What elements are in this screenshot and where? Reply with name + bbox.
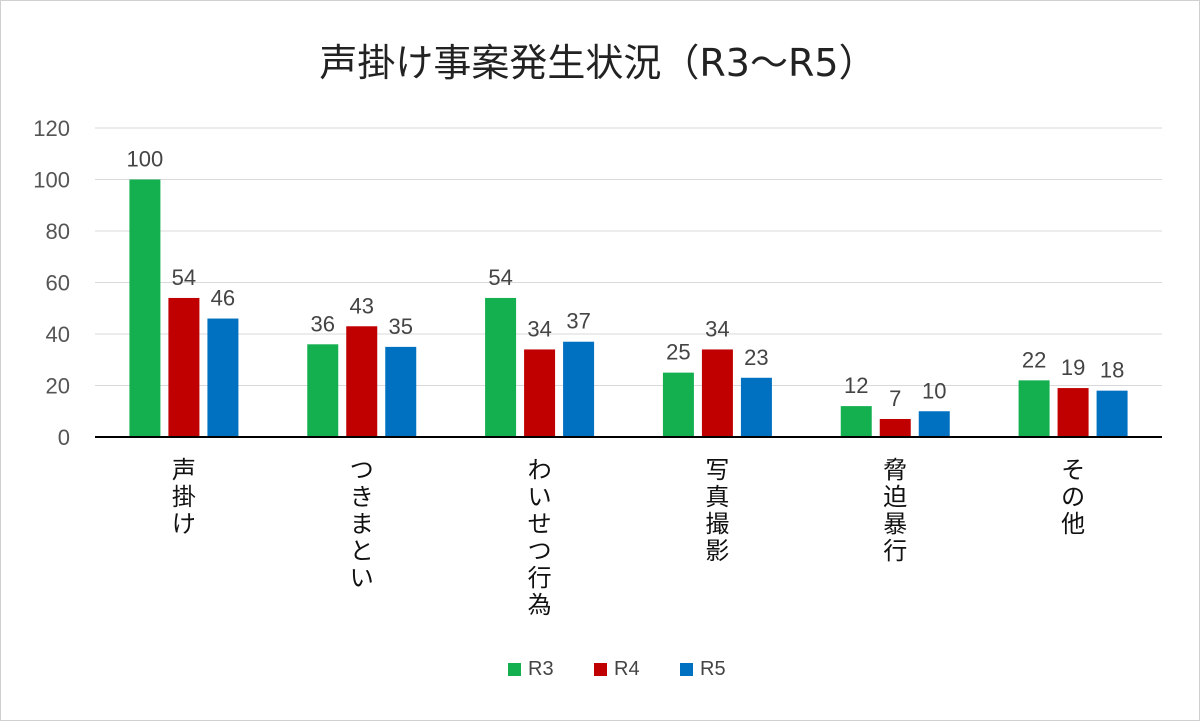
y-tick-label: 40 [46,322,70,347]
y-tick-label: 0 [58,425,70,450]
y-axis-ticks: 0 20 40 60 80 100 120 [33,116,70,450]
bar-r4 [879,418,911,437]
data-label: 18 [1100,358,1124,383]
data-label: 100 [127,147,164,172]
data-label: 43 [350,293,374,318]
legend-label: R3 [528,658,554,680]
category-labels: 声掛け つきまとい わいせつ行為 写真撮影 脅迫暴行 その他 [172,456,1085,619]
y-tick-label: 20 [46,374,70,399]
data-label: 34 [705,316,729,341]
data-label: 12 [844,373,868,398]
data-labels: 100 54 46 36 43 35 54 34 37 25 34 23 12 7 10 22 19 18 [127,147,1125,411]
data-label: 22 [1022,347,1046,372]
bar-r3 [1018,380,1050,437]
data-label: 35 [389,314,413,339]
bar-r3 [485,297,517,437]
bar-r3 [662,372,694,437]
data-label: 54 [488,265,512,290]
legend-label: R4 [614,658,640,680]
chart-title: 声掛け事案発生状況（R3〜R5） [319,41,876,85]
bar-r4 [346,326,378,437]
data-label: 37 [566,309,590,334]
bar-r4 [524,349,556,437]
bar-r4 [1057,388,1089,437]
legend-swatch-r4 [594,663,607,676]
bars [129,179,1128,437]
legend: R3 R4 R5 [508,658,726,680]
category-label: つきまとい [350,456,374,592]
data-label: 54 [172,265,196,290]
bar-r5 [563,341,595,437]
y-tick-label: 120 [33,116,70,141]
data-label: 19 [1061,355,1085,380]
data-label: 25 [666,340,690,365]
data-label: 23 [744,345,768,370]
category-label: 声掛け [172,456,196,538]
category-label: わいせつ行為 [528,456,552,619]
data-label: 34 [527,316,551,341]
y-tick-label: 100 [33,168,70,193]
data-label: 10 [922,378,946,403]
bar-r3 [129,179,161,437]
bar-r5 [740,377,772,437]
legend-label: R5 [700,658,726,680]
gridlines [95,127,1162,386]
bar-r5 [918,411,950,437]
data-label: 7 [889,386,901,411]
legend-swatch-r5 [680,663,693,676]
legend-swatch-r3 [508,663,521,676]
category-label: 写真撮影 [705,456,729,565]
bar-r5 [1096,390,1128,437]
bar-r3 [840,406,872,437]
bar-r5 [207,318,239,437]
data-label: 36 [311,311,335,336]
bar-r5 [385,346,417,437]
y-tick-label: 80 [46,219,70,244]
category-label: その他 [1061,456,1085,538]
category-label: 脅迫暴行 [883,456,907,565]
bar-r3 [307,344,339,437]
data-label: 46 [211,286,235,311]
bar-r4 [701,349,733,437]
bar-r4 [168,297,200,437]
y-tick-label: 60 [46,271,70,296]
